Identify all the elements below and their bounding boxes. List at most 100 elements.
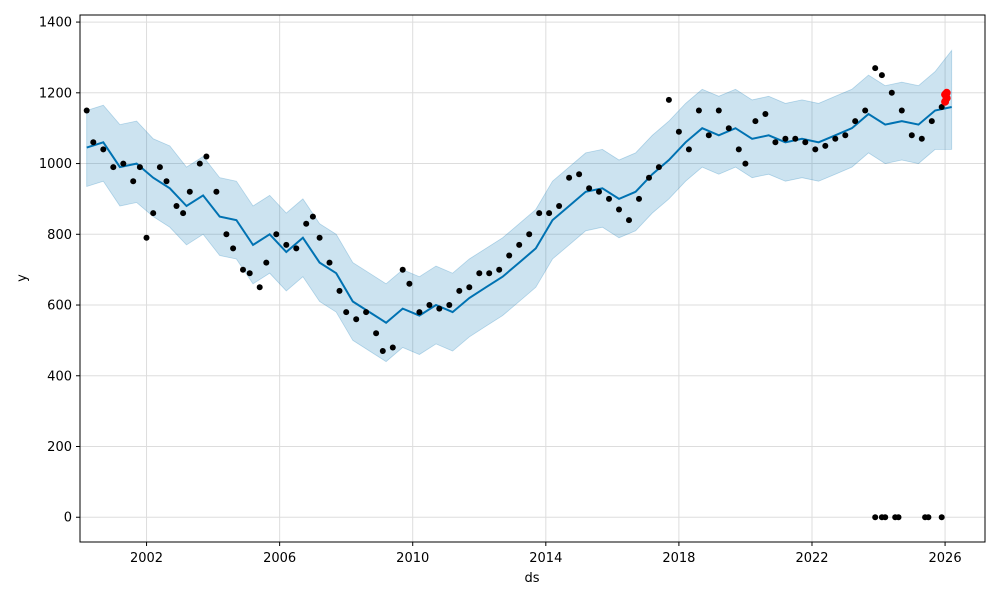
observed-point — [496, 266, 503, 273]
zero-point — [895, 514, 902, 521]
x-tick-label: 2014 — [529, 551, 562, 566]
observed-point — [326, 259, 333, 266]
observed-point — [399, 266, 406, 273]
observed-point — [309, 213, 316, 220]
x-tick-label: 2026 — [929, 551, 962, 566]
observed-point — [898, 107, 905, 114]
observed-point — [832, 135, 839, 142]
observed-point — [606, 195, 612, 202]
observed-point — [782, 135, 789, 142]
observed-point — [363, 309, 370, 316]
observed-point — [655, 164, 662, 171]
observed-point — [316, 234, 323, 241]
observed-point — [263, 259, 270, 266]
observed-point — [180, 210, 187, 217]
observed-point — [246, 270, 253, 277]
observed-point — [373, 330, 380, 337]
observed-point — [762, 111, 769, 117]
observed-point — [506, 252, 513, 259]
zero-point — [938, 514, 945, 521]
observed-point — [536, 210, 543, 217]
observed-point — [596, 188, 602, 195]
observed-point — [110, 164, 117, 171]
observed-point — [715, 107, 722, 114]
observed-point — [336, 287, 343, 294]
observed-point — [685, 146, 692, 153]
grid-lines — [80, 15, 985, 542]
observed-point — [822, 142, 829, 149]
y-tick-label: 800 — [47, 228, 72, 243]
observed-point — [802, 139, 809, 146]
observed-point — [416, 309, 423, 316]
observed-point — [389, 344, 396, 351]
observed-point — [196, 160, 203, 167]
y-tick-label: 1200 — [39, 86, 72, 101]
observed-point — [792, 135, 799, 142]
observed-point — [626, 217, 632, 224]
highlight-points-layer — [941, 88, 951, 106]
observed-point — [273, 231, 280, 238]
observed-point — [665, 96, 672, 103]
observed-point — [303, 220, 310, 227]
observed-point — [872, 65, 879, 72]
observed-point — [566, 174, 573, 181]
zero-point — [882, 514, 889, 521]
observed-point — [436, 305, 443, 312]
observed-point — [705, 132, 712, 139]
x-axis-ticks: 2002 2006 2010 2014 2018 2022 2026 — [130, 542, 962, 566]
observed-point — [646, 174, 652, 181]
observed-point — [812, 146, 819, 153]
y-tick-label: 0 — [64, 511, 72, 526]
observed-point — [150, 210, 157, 217]
observed-point — [576, 171, 583, 178]
y-tick-label: 1400 — [39, 16, 72, 31]
observed-point — [616, 206, 622, 213]
observed-point — [486, 270, 493, 277]
observed-point — [156, 164, 163, 171]
observed-point — [293, 245, 300, 252]
highlight-point — [942, 88, 951, 97]
observed-point — [878, 72, 885, 79]
observed-point — [343, 309, 350, 316]
y-axis-label: y — [15, 274, 30, 282]
observed-point — [852, 118, 859, 125]
observed-point — [735, 146, 742, 153]
observed-point — [173, 203, 180, 209]
observed-point — [742, 160, 749, 167]
observed-point — [456, 287, 463, 294]
y-tick-label: 1000 — [39, 157, 72, 172]
observed-point — [100, 146, 107, 153]
observed-point — [862, 107, 869, 114]
observed-points-layer — [83, 65, 945, 521]
forecast-line-layer — [86, 106, 952, 324]
observed-point — [695, 107, 702, 114]
plot-frame — [79, 14, 986, 543]
observed-point — [556, 203, 563, 209]
observed-point — [772, 139, 779, 146]
observed-point — [130, 178, 137, 185]
y-tick-label: 400 — [47, 369, 72, 384]
observed-point — [516, 241, 523, 248]
observed-point — [928, 118, 935, 125]
observed-point — [476, 270, 483, 277]
observed-point — [120, 160, 127, 167]
x-tick-label: 2006 — [263, 551, 296, 566]
observed-point — [426, 302, 433, 308]
observed-point — [918, 135, 925, 142]
x-axis-label: ds — [524, 571, 539, 586]
zero-point — [872, 514, 879, 521]
observed-point — [240, 266, 246, 273]
observed-point — [675, 128, 682, 135]
x-tick-label: 2002 — [130, 551, 163, 566]
observed-point — [90, 139, 97, 146]
observed-point — [842, 132, 849, 139]
x-tick-label: 2010 — [396, 551, 429, 566]
forecast-line — [86, 106, 952, 324]
observed-point — [466, 284, 473, 291]
observed-point — [546, 210, 553, 217]
observed-point — [203, 153, 210, 160]
observed-point — [213, 188, 220, 195]
